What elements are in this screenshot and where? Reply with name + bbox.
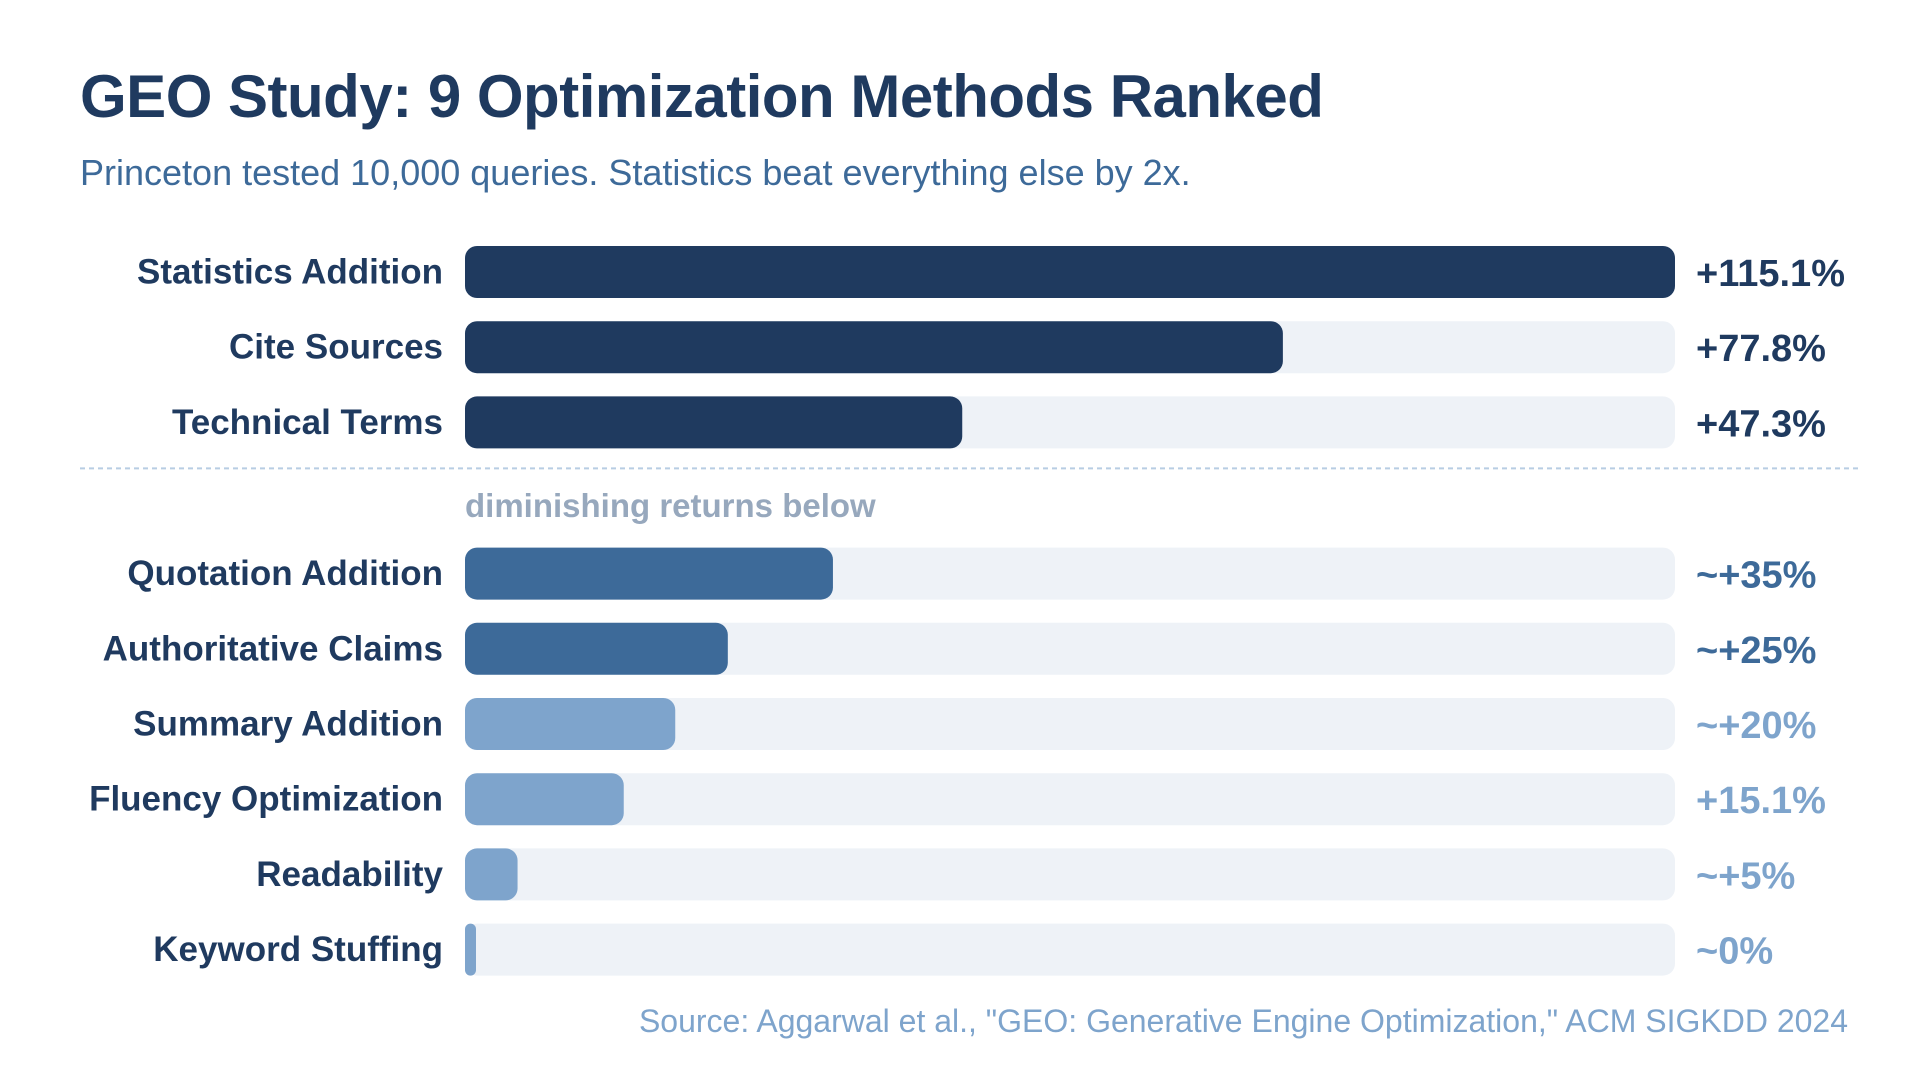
bar-track [465,923,1675,976]
value-label: ~+5% [1696,855,1795,897]
chart-title: GEO Study: 9 Optimization Methods Ranked [80,63,1324,130]
category-label: Cite Sources [229,328,443,367]
value-label: +15.1% [1696,780,1826,822]
bar [465,547,833,600]
bar-row: Summary Addition ~+20% [133,698,1816,750]
category-label: Fluency Optimization [89,780,443,819]
bar-row: Fluency Optimization +15.1% [89,773,1826,826]
bar-row: Keyword Stuffing ~0% [153,923,1773,976]
category-label: Summary Addition [133,705,443,744]
bar-track [465,698,1675,750]
bar-row: Cite Sources +77.8% [229,321,1826,374]
bar-row: Readability ~+5% [256,848,1795,901]
chart-subtitle: Princeton tested 10,000 queries. Statist… [80,152,1191,193]
bar [465,321,1283,374]
value-label: +115.1% [1696,253,1845,295]
bar [465,923,476,976]
bar [465,848,518,901]
bar-row: Statistics Addition +115.1% [137,246,1845,298]
bar-track [465,622,1675,675]
category-label: Technical Terms [172,403,443,442]
bar [465,246,1675,298]
value-label: ~+25% [1696,630,1816,672]
value-label: ~+20% [1696,705,1816,747]
bar [465,396,963,449]
bar [465,773,624,826]
bar-track [465,773,1675,826]
value-label: ~+35% [1696,555,1816,597]
value-label: +47.3% [1696,403,1826,445]
value-label: ~0% [1696,931,1773,973]
bar-row: Quotation Addition ~+35% [127,547,1816,600]
value-label: +77.8% [1696,328,1826,370]
bar-row: Technical Terms +47.3% [172,396,1826,449]
category-label: Authoritative Claims [103,629,443,668]
bar-track [465,848,1675,901]
category-label: Readability [256,855,443,894]
bar [465,622,728,675]
category-label: Keyword Stuffing [153,930,443,969]
bar-row: Authoritative Claims ~+25% [103,622,1816,675]
divider-label: diminishing returns below [465,487,876,524]
bar [465,698,676,750]
source-note: Source: Aggarwal et al., "GEO: Generativ… [638,1003,1848,1039]
category-label: Statistics Addition [137,253,443,292]
category-label: Quotation Addition [127,554,443,593]
